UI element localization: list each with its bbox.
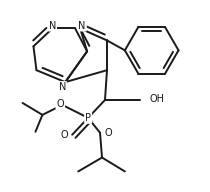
Text: N: N	[79, 21, 86, 31]
Text: N: N	[49, 21, 56, 31]
Text: O: O	[56, 99, 64, 109]
Text: O: O	[104, 128, 112, 138]
Text: N: N	[59, 82, 66, 92]
Text: OH: OH	[150, 94, 165, 104]
Text: P: P	[85, 113, 91, 123]
Text: O: O	[60, 130, 68, 140]
